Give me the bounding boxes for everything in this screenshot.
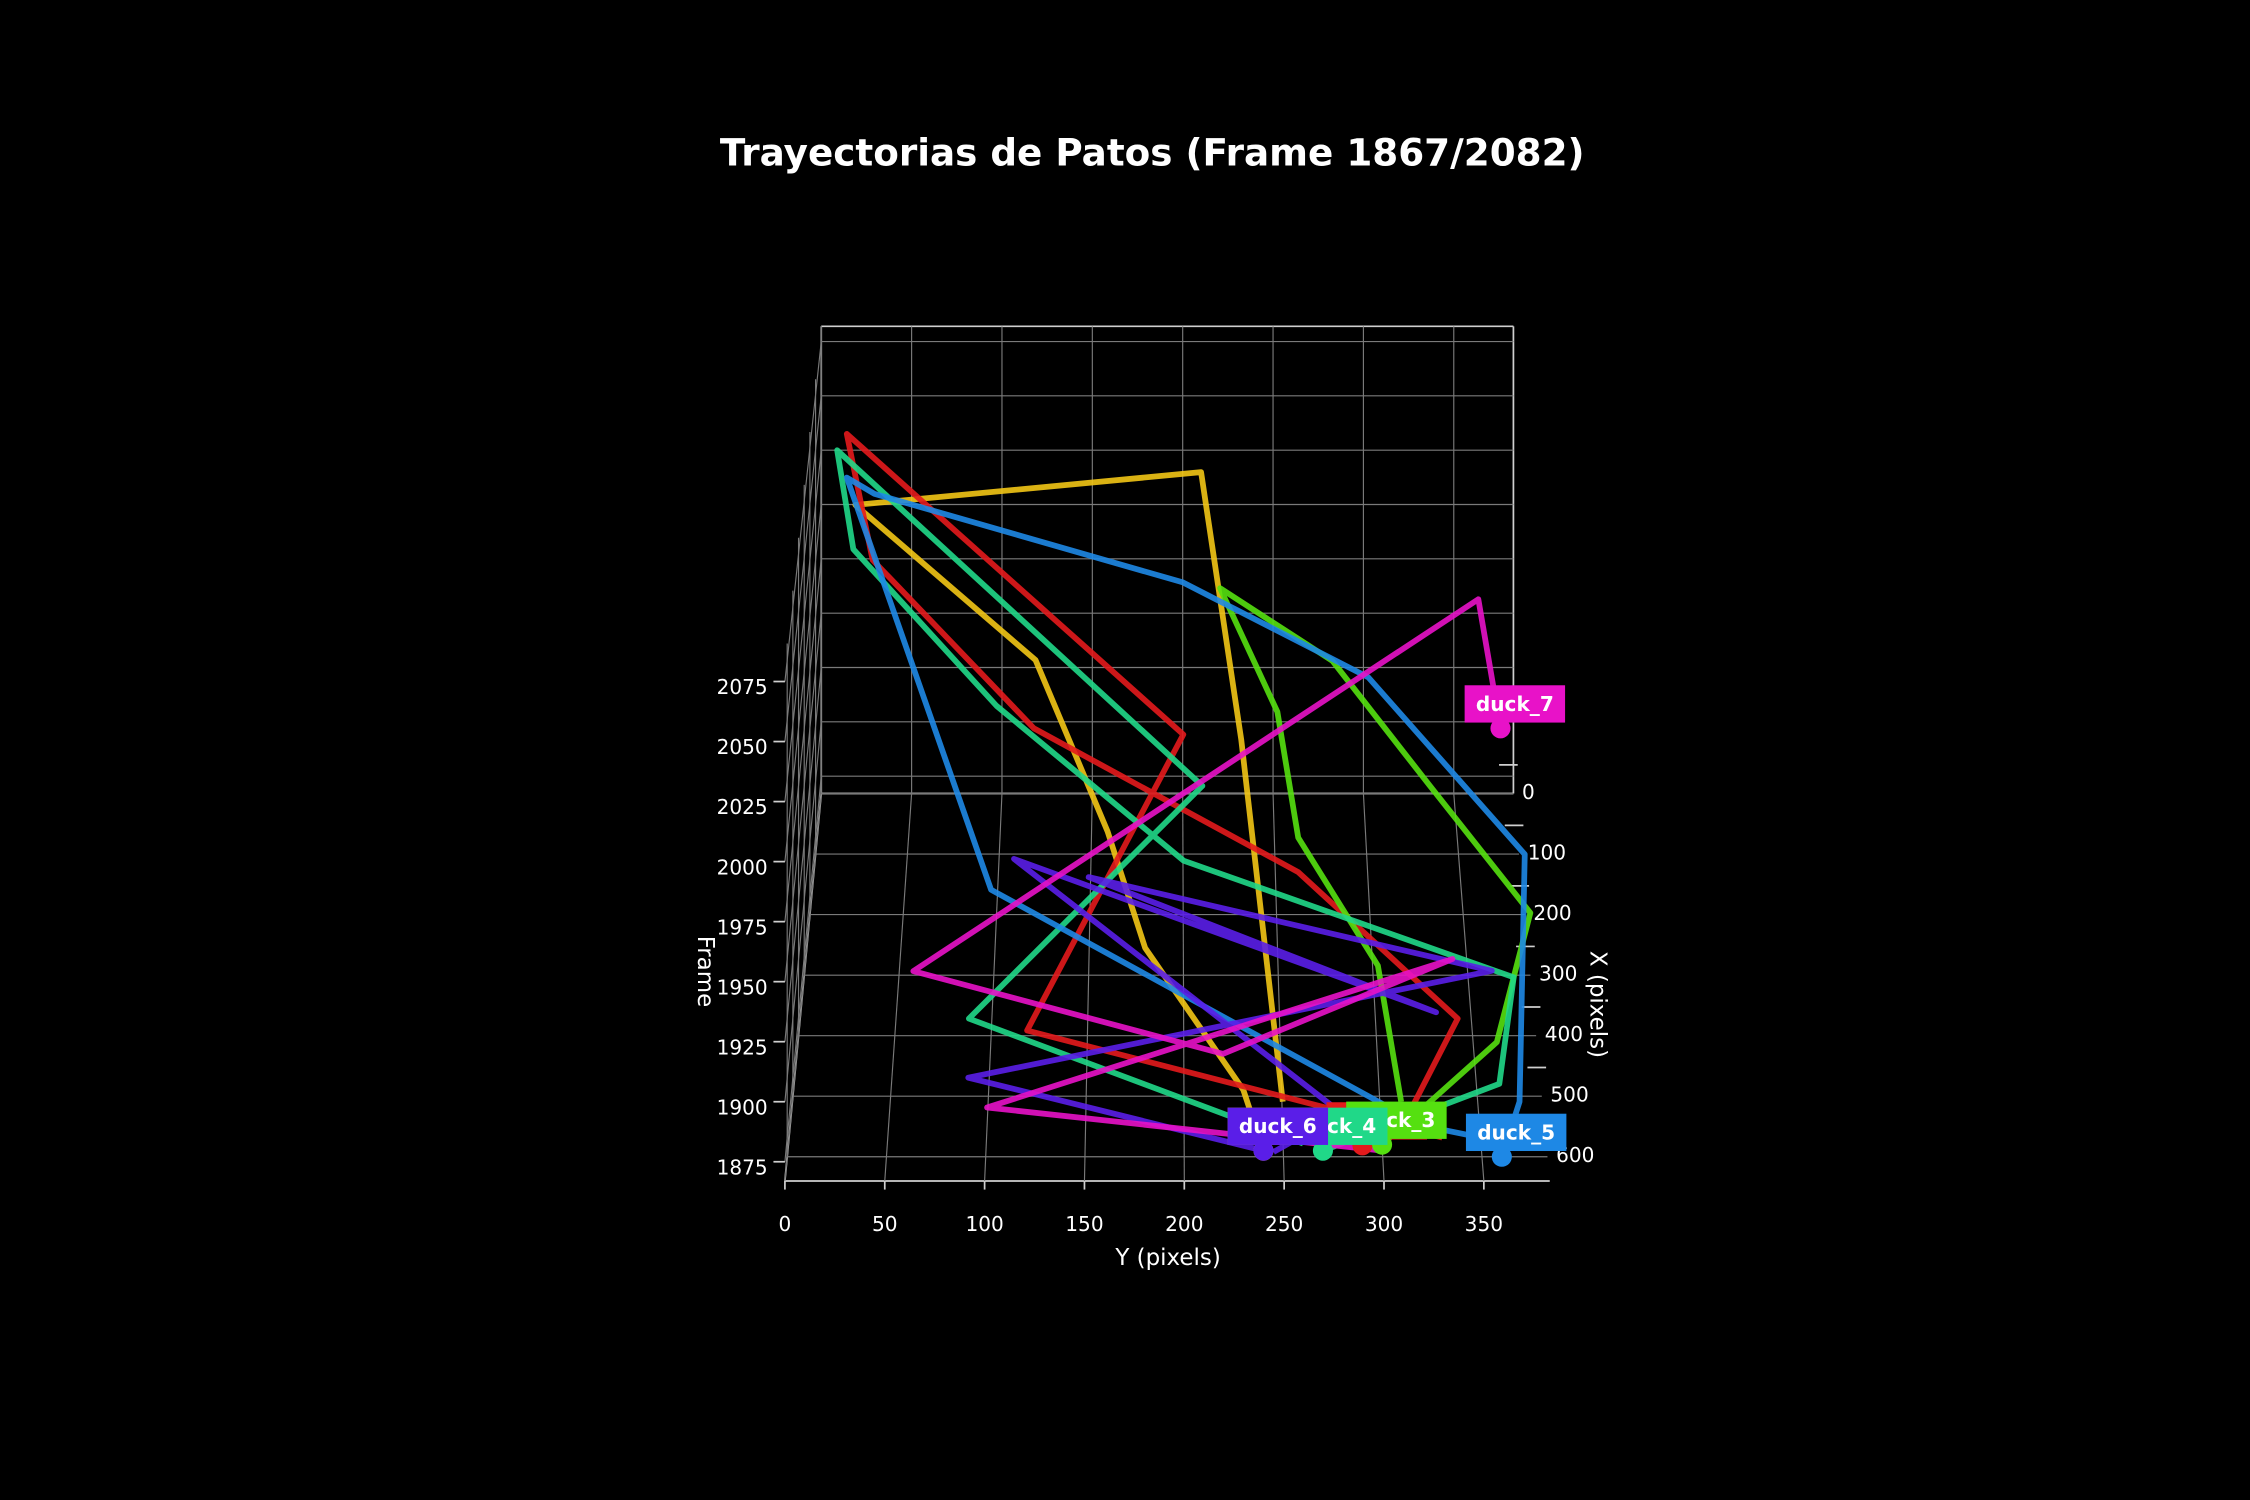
z-tick-label: 1875 <box>717 1155 768 1179</box>
z-tick-label: 1925 <box>717 1035 768 1059</box>
z-tick-label: 1900 <box>717 1095 768 1119</box>
trajectory <box>852 469 1286 1152</box>
z-tick-label: 2050 <box>717 735 768 759</box>
z-tick-label: 1950 <box>717 975 768 999</box>
z-tick-label: 2000 <box>717 855 768 879</box>
trajectory-layer <box>834 431 1534 1158</box>
legend-swatch <box>1227 1107 1329 1145</box>
y-tick-label: 350 <box>1465 1212 1503 1236</box>
x-tick-label: 0 <box>1522 780 1535 804</box>
z-tick-label: 2075 <box>717 675 768 699</box>
legend-label: duck_6 <box>1239 1114 1317 1138</box>
legend-swatch <box>1464 685 1566 723</box>
z-axis-label: Frame <box>692 936 718 1007</box>
grid-line <box>784 793 822 1182</box>
y-tick-label: 200 <box>1165 1212 1203 1236</box>
y-tick-label: 250 <box>1265 1212 1303 1236</box>
x-tick-label: 300 <box>1539 962 1577 986</box>
y-tick-label: 300 <box>1365 1212 1403 1236</box>
y-tick-label: 50 <box>872 1212 898 1236</box>
current-position <box>1253 1140 1274 1161</box>
x-tick-label: 400 <box>1545 1022 1583 1046</box>
legend-label: duck_5 <box>1477 1120 1555 1144</box>
x-tick-label: 200 <box>1533 901 1571 925</box>
z-tick-label: 1975 <box>717 915 768 939</box>
x-tick-label: 500 <box>1550 1083 1588 1107</box>
x-tick-label: 100 <box>1528 841 1566 865</box>
current-position <box>1490 718 1511 739</box>
y-tick-label: 100 <box>965 1212 1003 1236</box>
y-tick-label: 150 <box>1065 1212 1103 1236</box>
grid-line <box>984 793 1003 1181</box>
x-axis-label: X (pixels) <box>1585 951 1611 1058</box>
y-tick-label: 0 <box>779 1212 792 1236</box>
trajectory <box>910 596 1504 1154</box>
current-position <box>1312 1140 1333 1161</box>
chart-title: Trayectorias de Patos (Frame 1867/2082) <box>720 130 1585 174</box>
label-layer: 0 50 100 150 200 250 300 350 1875 1900 1925 1950 197… <box>717 675 1595 1236</box>
current-position <box>1491 1146 1512 1167</box>
legend-label: duck_7 <box>1476 692 1554 716</box>
grid-line <box>884 793 913 1182</box>
z-tick-label: 2025 <box>717 795 768 819</box>
y-axis-label: Y (pixels) <box>1114 1245 1220 1271</box>
trajectory <box>965 856 1495 1155</box>
legend-swatch <box>1465 1113 1567 1152</box>
trajectory <box>834 447 1517 1154</box>
